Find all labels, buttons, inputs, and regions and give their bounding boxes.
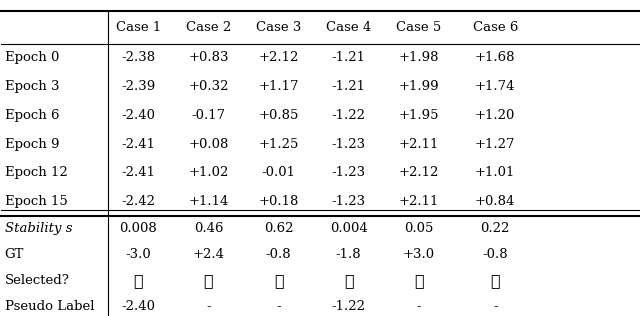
Text: ✗: ✗ bbox=[274, 272, 284, 289]
Text: +2.12: +2.12 bbox=[399, 166, 439, 179]
Text: -: - bbox=[417, 300, 421, 313]
Text: +0.08: +0.08 bbox=[188, 137, 228, 150]
Text: -1.23: -1.23 bbox=[332, 195, 365, 208]
Text: +1.01: +1.01 bbox=[475, 166, 515, 179]
Text: +0.32: +0.32 bbox=[188, 80, 228, 93]
Text: Case 5: Case 5 bbox=[396, 21, 442, 33]
Text: Epoch 15: Epoch 15 bbox=[4, 195, 67, 208]
Text: Case 4: Case 4 bbox=[326, 21, 371, 33]
Text: GT: GT bbox=[4, 248, 24, 261]
Text: -2.42: -2.42 bbox=[122, 195, 156, 208]
Text: +1.25: +1.25 bbox=[259, 137, 299, 150]
Text: -1.22: -1.22 bbox=[332, 109, 365, 122]
Text: Case 1: Case 1 bbox=[116, 21, 161, 33]
Text: 0.05: 0.05 bbox=[404, 222, 433, 235]
Text: +2.4: +2.4 bbox=[193, 248, 225, 261]
Text: -0.17: -0.17 bbox=[191, 109, 225, 122]
Text: +0.18: +0.18 bbox=[259, 195, 299, 208]
Text: -1.23: -1.23 bbox=[332, 137, 365, 150]
Text: +3.0: +3.0 bbox=[403, 248, 435, 261]
Text: -1.8: -1.8 bbox=[336, 248, 362, 261]
Text: 0.46: 0.46 bbox=[194, 222, 223, 235]
Text: Epoch 6: Epoch 6 bbox=[4, 109, 59, 122]
Text: +1.95: +1.95 bbox=[399, 109, 439, 122]
Text: +2.12: +2.12 bbox=[259, 52, 299, 64]
Text: Epoch 0: Epoch 0 bbox=[4, 52, 59, 64]
Text: Stability s: Stability s bbox=[4, 222, 72, 235]
Text: +0.85: +0.85 bbox=[259, 109, 299, 122]
Text: -2.39: -2.39 bbox=[121, 80, 156, 93]
Text: -1.21: -1.21 bbox=[332, 80, 365, 93]
Text: -0.8: -0.8 bbox=[266, 248, 291, 261]
Text: -1.23: -1.23 bbox=[332, 166, 365, 179]
Text: +1.17: +1.17 bbox=[259, 80, 299, 93]
Text: +2.11: +2.11 bbox=[399, 195, 439, 208]
Text: -1.22: -1.22 bbox=[332, 300, 365, 313]
Text: Epoch 9: Epoch 9 bbox=[4, 137, 59, 150]
Text: +1.27: +1.27 bbox=[475, 137, 515, 150]
Text: Epoch 12: Epoch 12 bbox=[4, 166, 67, 179]
Text: +1.74: +1.74 bbox=[475, 80, 515, 93]
Text: +1.20: +1.20 bbox=[475, 109, 515, 122]
Text: +1.99: +1.99 bbox=[399, 80, 439, 93]
Text: Case 2: Case 2 bbox=[186, 21, 231, 33]
Text: -1.21: -1.21 bbox=[332, 52, 365, 64]
Text: 0.62: 0.62 bbox=[264, 222, 293, 235]
Text: ✗: ✗ bbox=[204, 272, 213, 289]
Text: +0.83: +0.83 bbox=[188, 52, 228, 64]
Text: -2.40: -2.40 bbox=[122, 300, 156, 313]
Text: Selected?: Selected? bbox=[4, 274, 70, 287]
Text: 0.004: 0.004 bbox=[330, 222, 367, 235]
Text: -0.8: -0.8 bbox=[483, 248, 508, 261]
Text: Case 3: Case 3 bbox=[256, 21, 301, 33]
Text: Pseudo Label: Pseudo Label bbox=[4, 300, 94, 313]
Text: -: - bbox=[206, 300, 211, 313]
Text: -2.40: -2.40 bbox=[122, 109, 156, 122]
Text: -2.41: -2.41 bbox=[122, 137, 156, 150]
Text: +2.11: +2.11 bbox=[399, 137, 439, 150]
Text: -: - bbox=[276, 300, 281, 313]
Text: ✓: ✓ bbox=[134, 272, 143, 289]
Text: +1.14: +1.14 bbox=[188, 195, 228, 208]
Text: 0.008: 0.008 bbox=[120, 222, 157, 235]
Text: ✗: ✗ bbox=[414, 272, 424, 289]
Text: -3.0: -3.0 bbox=[125, 248, 151, 261]
Text: 0.22: 0.22 bbox=[481, 222, 510, 235]
Text: +1.98: +1.98 bbox=[399, 52, 439, 64]
Text: Epoch 3: Epoch 3 bbox=[4, 80, 59, 93]
Text: +0.84: +0.84 bbox=[475, 195, 515, 208]
Text: ✓: ✓ bbox=[344, 272, 353, 289]
Text: -: - bbox=[493, 300, 497, 313]
Text: +1.02: +1.02 bbox=[188, 166, 228, 179]
Text: Case 6: Case 6 bbox=[472, 21, 518, 33]
Text: -0.01: -0.01 bbox=[262, 166, 296, 179]
Text: ✗: ✗ bbox=[490, 272, 500, 289]
Text: -2.38: -2.38 bbox=[122, 52, 156, 64]
Text: +1.68: +1.68 bbox=[475, 52, 515, 64]
Text: -2.41: -2.41 bbox=[122, 166, 156, 179]
